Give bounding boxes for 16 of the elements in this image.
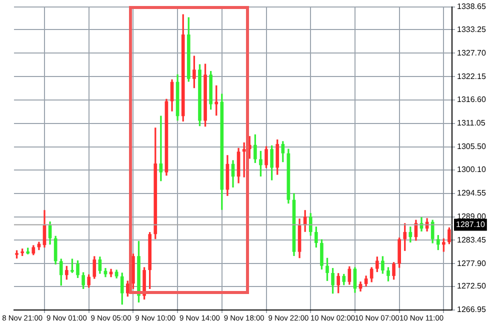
y-tick-label: 1289.00 [457,212,486,221]
y-tick-label: 1333.25 [457,24,486,34]
y-tick-label: 1294.55 [457,188,486,198]
y-tick-label: 1266.95 [457,305,486,314]
y-tick-label: 1283.45 [457,235,486,244]
y-tick-label: 1316.60 [457,95,486,104]
y-tick-label: 1277.90 [457,258,486,268]
y-tick-label: 1338.65 [457,2,486,12]
y-tick-label: 1322.15 [457,72,486,81]
ref-line-label: 1287.10 [456,220,486,229]
y-tick-label: 1311.05 [457,118,486,128]
y-tick-label: 1327.70 [457,48,486,58]
candlestick [159,116,163,182]
y-tick-label: 1300.10 [457,165,486,174]
y-tick-label: 1305.50 [457,142,486,152]
y-tick-label: 1272.50 [457,282,486,291]
